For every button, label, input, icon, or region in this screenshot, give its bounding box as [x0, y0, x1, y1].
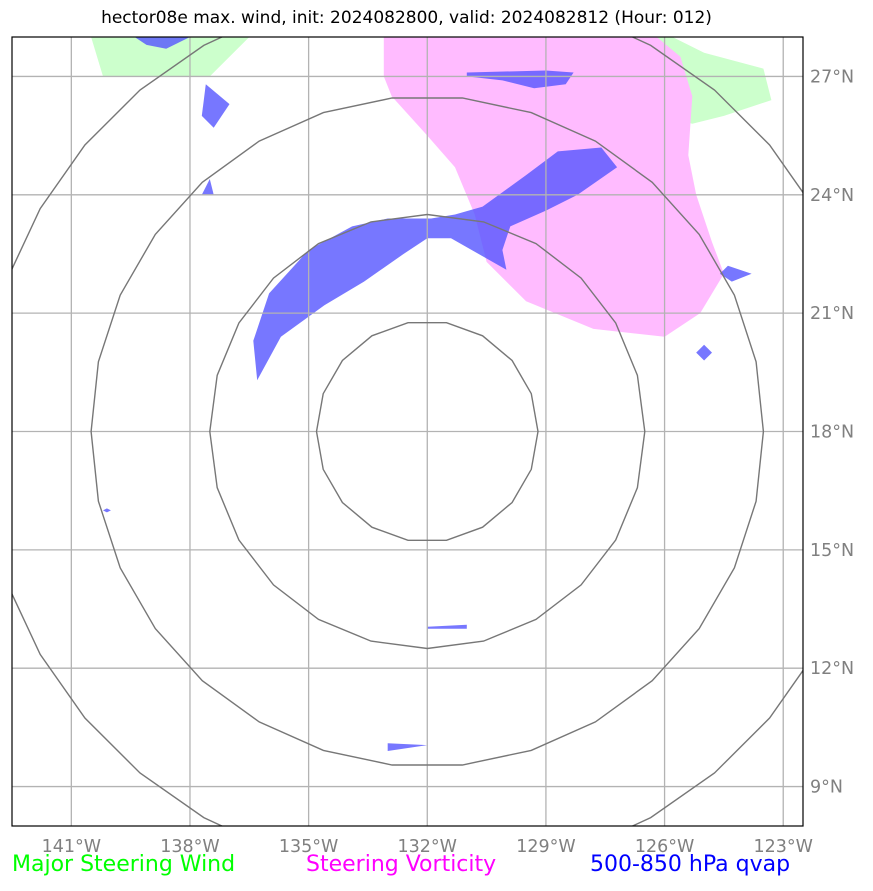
y-tick-label: 15°N — [810, 541, 854, 561]
x-tick-label: 138°W — [160, 837, 219, 857]
qvap-area-2 — [201, 179, 214, 195]
plot-frame — [11, 36, 804, 827]
chart-title: hector08e max. wind, init: 2024082800, v… — [101, 8, 712, 28]
qvap-area-3 — [253, 147, 618, 381]
qvap-area-8 — [427, 624, 467, 629]
qvap-area-5 — [719, 265, 752, 282]
legend-steering-wind: Major Steering Wind — [12, 852, 236, 877]
range-ring-2 — [90, 97, 765, 766]
gridlines — [12, 37, 803, 826]
x-tick-label: 126°W — [635, 837, 694, 857]
tick-labels: 141°W 138°W 135°W 132°W 129°W 126°W 123°W 9°N 12… — [42, 67, 855, 857]
qvap-area-7 — [103, 508, 111, 513]
x-tick-label: 129°W — [516, 837, 575, 857]
qvap-area-1 — [201, 84, 230, 128]
qvap-area-0 — [134, 37, 190, 49]
legend-steering-vorticity: Steering Vorticity — [306, 852, 497, 877]
qvap-layer — [103, 37, 752, 751]
y-tick-label: 18°N — [810, 423, 854, 443]
legend: Major Steering Wind Steering Vorticity 5… — [0, 852, 873, 884]
steering-wind-area-0 — [91, 37, 250, 77]
qvap-area-4 — [466, 70, 574, 89]
y-tick-label: 21°N — [810, 304, 854, 324]
y-tick-label: 24°N — [810, 186, 854, 206]
qvap-area-6 — [696, 344, 712, 361]
legend-qvap: 500-850 hPa qvap — [590, 852, 791, 877]
y-tick-label: 12°N — [810, 659, 854, 679]
range-ring-0 — [315, 322, 539, 541]
x-tick-label: 135°W — [279, 837, 338, 857]
x-tick-label: 123°W — [753, 837, 812, 857]
y-tick-label: 9°N — [810, 778, 843, 798]
qvap-area-9 — [387, 743, 428, 751]
y-tick-label: 27°N — [810, 67, 854, 87]
range-ring-1 — [209, 213, 646, 650]
x-tick-label: 141°W — [42, 837, 101, 857]
x-tick-label: 132°W — [398, 837, 457, 857]
